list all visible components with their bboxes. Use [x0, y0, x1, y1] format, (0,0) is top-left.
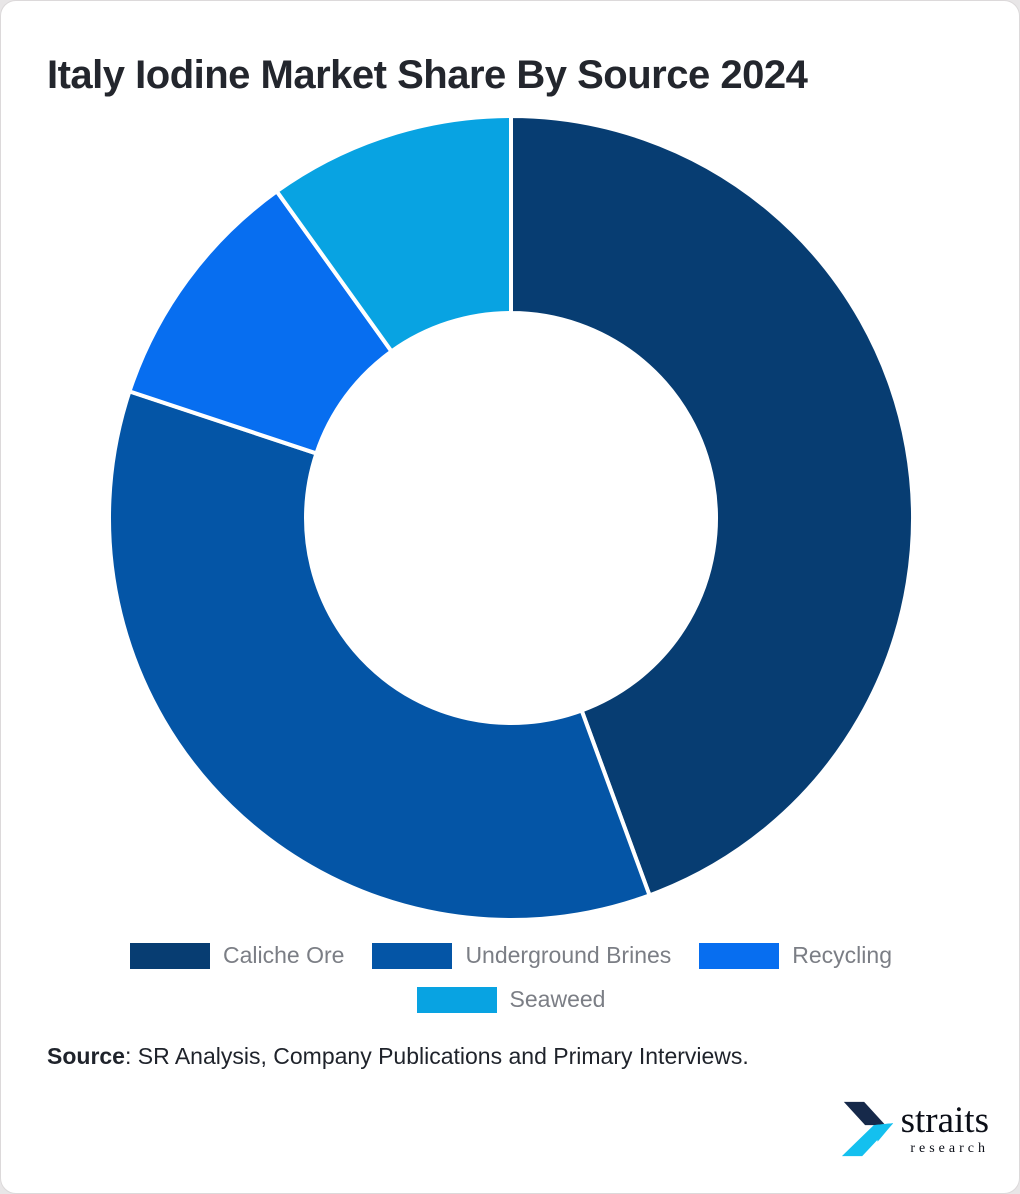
page-title: Italy Iodine Market Share By Source 2024 — [47, 53, 808, 97]
legend-swatch-seaweed — [416, 986, 497, 1013]
straits-logo-icon — [841, 1101, 893, 1157]
legend-row: Caliche Ore Underground Brines Recycling — [130, 942, 892, 969]
donut-segment-recycling[interactable] — [127, 189, 394, 456]
donut-segment-underground-brines[interactable] — [107, 389, 652, 922]
logo-name: straits — [900, 1099, 989, 1141]
legend-item-seaweed[interactable]: Seaweed — [416, 986, 606, 1013]
logo-subtitle: research — [910, 1140, 989, 1156]
legend-item-recycling[interactable]: Recycling — [699, 942, 892, 969]
legend-row: Seaweed — [416, 986, 606, 1013]
legend-swatch-recycling — [699, 942, 780, 969]
donut-chart-svg — [107, 114, 915, 922]
source-text: : SR Analysis, Company Publications and … — [124, 1043, 749, 1069]
chart-legend: Caliche Ore Underground Brines Recycling Se… — [1, 942, 1020, 1013]
donut-chart — [1, 1, 1020, 941]
legend-item-caliche-ore[interactable]: Caliche Ore — [130, 942, 344, 969]
legend-label-underground-brines: Underground Brines — [465, 942, 672, 968]
straits-research-logo: straits research — [839, 1099, 989, 1159]
legend-label-caliche-ore: Caliche Ore — [223, 942, 345, 968]
source-label: Source — [47, 1043, 125, 1069]
legend-label-recycling: Recycling — [792, 942, 892, 968]
donut-segment-caliche-ore[interactable] — [509, 114, 915, 898]
legend-swatch-caliche-ore — [130, 942, 210, 969]
donut-segment-seaweed[interactable] — [274, 114, 513, 354]
source-line: Source: SR Analysis, Company Publication… — [47, 1043, 749, 1070]
legend-item-underground-brines[interactable]: Underground Brines — [372, 942, 671, 969]
legend-label-seaweed: Seaweed — [509, 986, 606, 1012]
legend-swatch-underground-brines — [372, 942, 453, 969]
